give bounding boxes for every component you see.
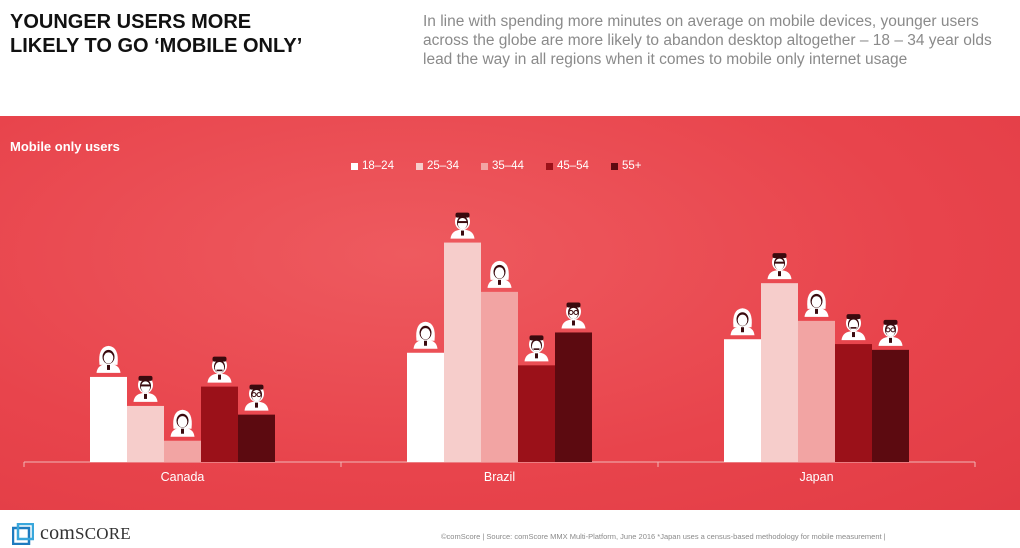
x-tick-label: Brazil (484, 470, 515, 484)
legend-item: 55+ (610, 160, 642, 172)
young-man-icon (767, 253, 792, 280)
bar (407, 352, 444, 462)
legend-label: 45–54 (556, 160, 589, 172)
legend-label: 55+ (621, 160, 642, 172)
young-woman-icon (730, 308, 755, 336)
x-tick-label: Japan (799, 470, 833, 484)
bar (90, 376, 127, 462)
bar (238, 414, 275, 462)
bar (481, 291, 518, 462)
title-line-2: LIKELY TO GO ‘MOBILE ONLY’ (10, 35, 303, 57)
legend-label: 25–34 (426, 160, 459, 172)
title-line-1: YOUNGER USERS MORE (10, 11, 252, 33)
young-man-icon (450, 212, 475, 239)
x-tick-label: Canada (161, 470, 205, 484)
legend-swatch (480, 162, 488, 170)
comscore-logo: comSCORE (12, 522, 131, 545)
bar (872, 349, 909, 462)
legend-item: 45–54 (545, 160, 589, 172)
legend-item: 18–24 (351, 160, 394, 172)
legend-item: 25–34 (415, 160, 459, 172)
source-note: ©comScore | Source: comScore MMX Multi-P… (441, 532, 886, 541)
bar (444, 242, 481, 462)
legend-item: 35–44 (480, 160, 524, 172)
legend-label: 35–44 (491, 160, 524, 172)
bar (127, 405, 164, 462)
bar (201, 386, 238, 462)
man-icon (207, 356, 232, 383)
senior-man-icon (878, 319, 903, 346)
bar (798, 320, 835, 462)
bar (555, 332, 592, 462)
chart-legend: 18–24 25–34 35–44 45–54 55+ (351, 160, 663, 172)
page-title: YOUNGER USERS MORE LIKELY TO GO ‘MOBILE … (10, 10, 380, 58)
logo-icon (12, 522, 34, 545)
senior-man-icon (244, 384, 269, 411)
chart-title: Mobile only users (10, 139, 120, 154)
young-woman-icon (413, 321, 438, 349)
man-icon (841, 314, 866, 341)
logo-text: comSCORE (40, 522, 131, 544)
woman-icon (804, 289, 829, 317)
legend-label: 18–24 (362, 160, 394, 172)
young-man-icon (133, 375, 158, 402)
young-woman-icon (96, 345, 121, 373)
bar (724, 339, 761, 462)
man-icon (524, 335, 549, 362)
senior-man-icon (561, 302, 586, 329)
bar (518, 365, 555, 462)
legend-swatch (415, 162, 423, 170)
woman-icon (487, 260, 512, 288)
legend-swatch (545, 162, 553, 170)
intro-text: In line with spending more minutes on av… (423, 13, 992, 68)
bar (164, 440, 201, 462)
legend-swatch (610, 162, 618, 170)
legend-swatch (351, 162, 358, 170)
bar (761, 283, 798, 462)
woman-icon (170, 409, 195, 437)
bar (835, 344, 872, 462)
